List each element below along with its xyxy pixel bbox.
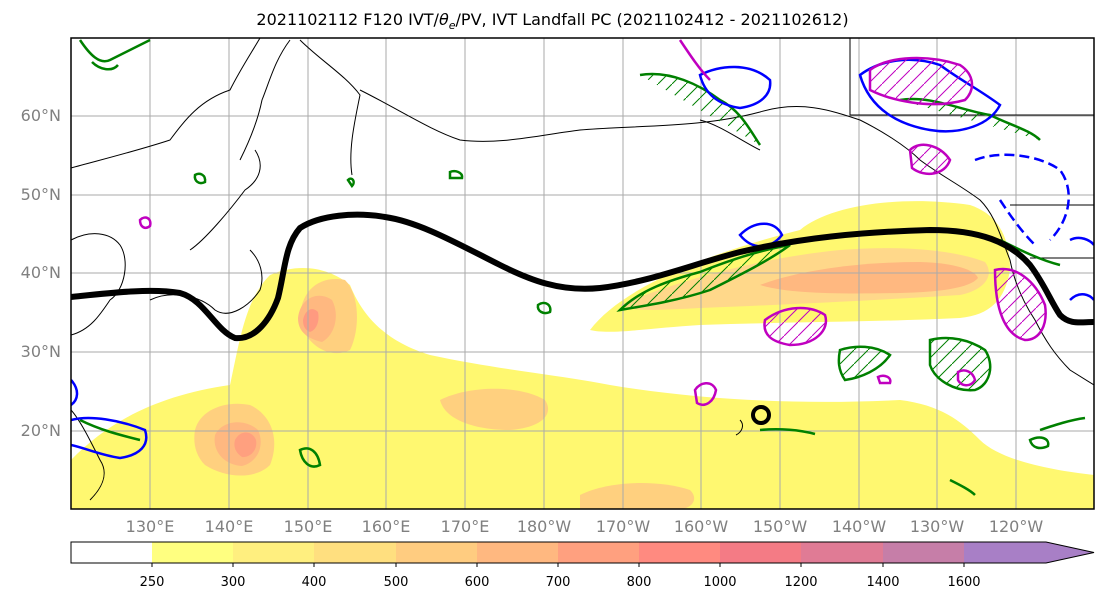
lat-label: 30°N bbox=[20, 342, 61, 361]
colorbar-tick-label: 250 bbox=[139, 575, 165, 590]
lat-label: 50°N bbox=[20, 185, 61, 204]
map-frame bbox=[70, 37, 1095, 510]
lat-label: 60°N bbox=[20, 106, 61, 125]
colorbar-tick-label: 800 bbox=[626, 575, 652, 590]
pv-contours bbox=[78, 38, 1086, 496]
graticule bbox=[71, 38, 1094, 509]
colorbar bbox=[70, 541, 1095, 567]
colorbar-tick-label: 1600 bbox=[947, 575, 981, 590]
lon-label: 160°E bbox=[361, 517, 411, 536]
lon-label: 170°E bbox=[440, 517, 490, 536]
landfall-pc-small-contour bbox=[751, 405, 771, 425]
lon-label: 130°W bbox=[909, 517, 965, 536]
lon-label: 140°E bbox=[204, 517, 254, 536]
lat-label: 20°N bbox=[20, 421, 61, 440]
lon-label: 170°W bbox=[595, 517, 651, 536]
colorbar-tick-label: 600 bbox=[464, 575, 490, 590]
colorbar-tick-label: 400 bbox=[301, 575, 327, 590]
lon-label: 180°W bbox=[516, 517, 572, 536]
lon-label: 130°E bbox=[125, 517, 175, 536]
colorbar-tick-label: 500 bbox=[383, 575, 409, 590]
lon-label: 150°W bbox=[752, 517, 808, 536]
landfall-pc-contour bbox=[71, 211, 1094, 342]
magenta-contours bbox=[138, 39, 1047, 407]
lon-label: 120°W bbox=[988, 517, 1044, 536]
lon-label: 160°W bbox=[673, 517, 729, 536]
colorbar-tick-label: 1000 bbox=[703, 575, 737, 590]
colorbar-tick-label: 1400 bbox=[866, 575, 900, 590]
colorbar-tick-label: 700 bbox=[545, 575, 571, 590]
map-title: 2021102112 F120 IVT/θe/PV, IVT Landfall … bbox=[256, 10, 849, 33]
lon-label: 140°W bbox=[831, 517, 887, 536]
lat-label: 40°N bbox=[20, 263, 61, 282]
colorbar-tick-label: 300 bbox=[220, 575, 246, 590]
lon-label: 150°E bbox=[283, 517, 333, 536]
colorbar-tick-label: 1200 bbox=[784, 575, 818, 590]
